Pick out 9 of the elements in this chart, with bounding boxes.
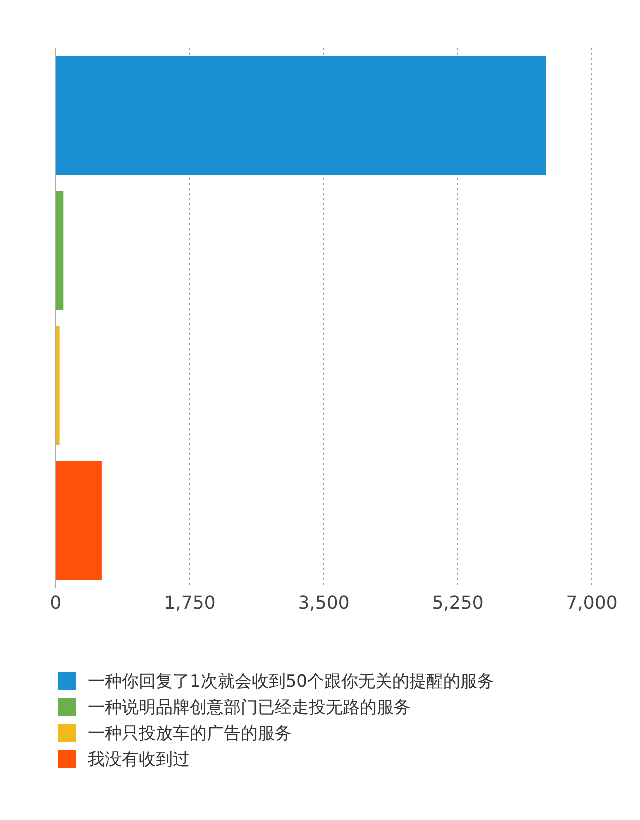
legend-label: 一种只投放车的广告的服务 [88, 722, 292, 744]
x-tick-label: 5,250 [432, 592, 484, 614]
x-tick-label: 3,500 [298, 592, 350, 614]
legend-label: 一种说明品牌创意部门已经走投无路的服务 [88, 696, 411, 718]
legend-label: 我没有收到过 [88, 748, 190, 770]
legend-label: 一种你回复了1次就会收到50个跟你无关的提醒的服务 [88, 670, 494, 692]
x-tick-label: 1,750 [164, 592, 216, 614]
x-tick-label: 7,000 [566, 592, 618, 614]
x-tick-label: 0 [50, 592, 62, 614]
